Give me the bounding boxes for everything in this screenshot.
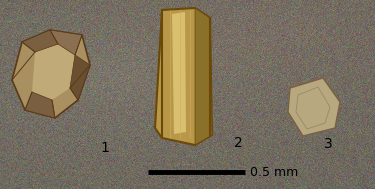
Polygon shape xyxy=(32,44,75,100)
Text: 1: 1 xyxy=(100,141,109,155)
Polygon shape xyxy=(195,8,212,145)
Polygon shape xyxy=(70,55,90,100)
Polygon shape xyxy=(288,78,340,136)
Polygon shape xyxy=(25,92,55,118)
Text: 3: 3 xyxy=(324,137,332,151)
Text: 2: 2 xyxy=(234,136,242,150)
Polygon shape xyxy=(155,8,212,145)
Polygon shape xyxy=(172,12,186,134)
Polygon shape xyxy=(50,30,82,55)
Polygon shape xyxy=(22,30,58,52)
Polygon shape xyxy=(12,30,90,118)
Text: 0.5 mm: 0.5 mm xyxy=(250,166,298,178)
